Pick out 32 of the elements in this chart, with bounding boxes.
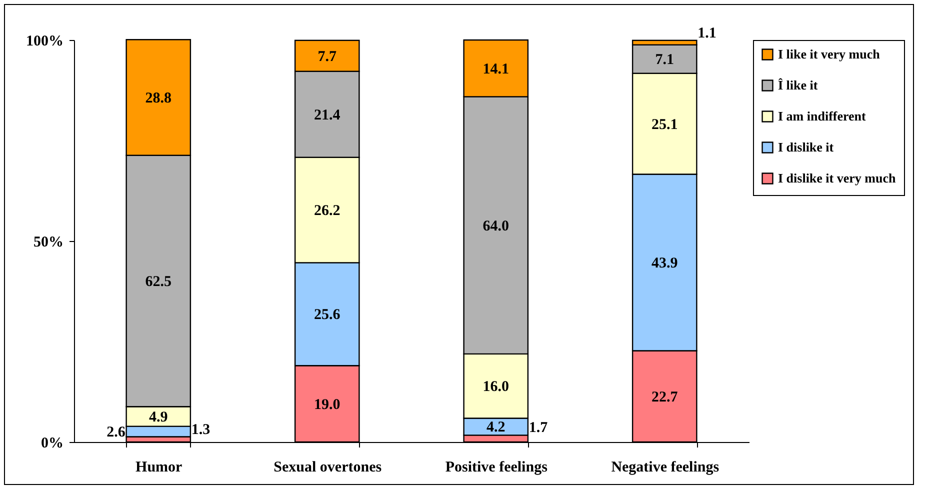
data-label: 4.2 bbox=[486, 420, 506, 436]
legend-label: I like it very much bbox=[778, 46, 881, 62]
data-label: 21.4 bbox=[314, 107, 341, 124]
data-label: 14.1 bbox=[482, 61, 509, 78]
x-tick-label: Humor bbox=[136, 460, 183, 476]
data-label: 7.7 bbox=[318, 48, 337, 65]
x-tick-label: Negative feelings bbox=[611, 460, 720, 476]
legend-label: I dislike it bbox=[778, 140, 834, 154]
data-label: 16.0 bbox=[482, 379, 509, 396]
data-label: 62.5 bbox=[145, 274, 172, 290]
y-tick-label: 100% bbox=[26, 34, 64, 50]
data-label: 1.7 bbox=[528, 420, 548, 436]
data-label: 28.8 bbox=[145, 90, 172, 106]
y-tick-label: 50% bbox=[34, 234, 64, 250]
legend-label: Î like it bbox=[778, 78, 818, 92]
data-label: 25.1 bbox=[652, 116, 678, 133]
data-label: 7.1 bbox=[655, 52, 674, 68]
data-label: 25.6 bbox=[314, 307, 341, 324]
data-label: 2.6 bbox=[106, 424, 126, 441]
data-label: 43.9 bbox=[652, 256, 678, 272]
data-label: 64.0 bbox=[482, 218, 509, 234]
data-label: 1.1 bbox=[698, 25, 716, 42]
data-label: 1.3 bbox=[191, 422, 210, 438]
legend-label: I dislike it very much bbox=[778, 170, 896, 186]
data-label: 19.0 bbox=[314, 396, 340, 413]
x-tick-label: Positive feelings bbox=[445, 460, 548, 476]
data-label: 22.7 bbox=[652, 389, 678, 406]
legend-label: I am indifferent bbox=[778, 108, 867, 124]
y-tick-label: 0% bbox=[41, 436, 64, 452]
data-label: 4.9 bbox=[149, 409, 168, 426]
data-label: 26.2 bbox=[314, 203, 340, 220]
x-tick-label: Sexual overtones bbox=[274, 460, 382, 476]
